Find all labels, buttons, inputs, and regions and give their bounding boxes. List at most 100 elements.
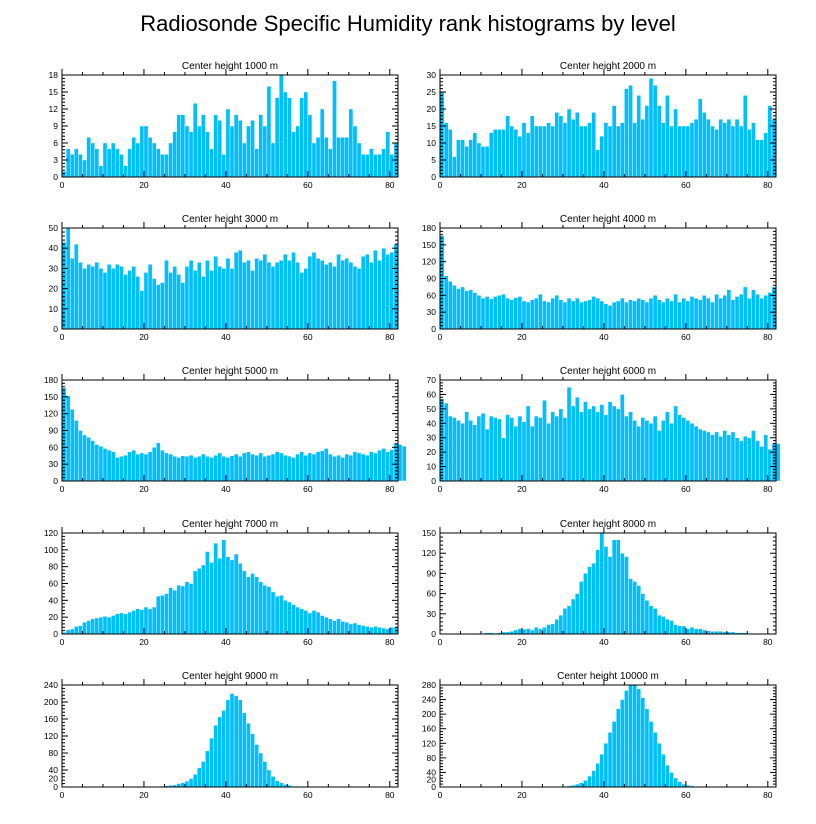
bars — [151, 693, 309, 788]
bar — [299, 97, 304, 178]
bar — [299, 451, 304, 482]
bar — [644, 301, 650, 330]
bar — [217, 120, 223, 178]
bar — [127, 148, 132, 178]
bar — [636, 585, 641, 635]
bars — [61, 539, 399, 635]
bar — [697, 299, 703, 330]
bar — [751, 289, 756, 330]
bar — [188, 454, 194, 482]
bar — [456, 288, 461, 330]
bar — [205, 456, 210, 482]
bar — [319, 260, 325, 330]
bar — [603, 546, 609, 635]
bar — [603, 303, 609, 330]
bar — [652, 732, 658, 788]
bar — [246, 723, 251, 788]
y-tick-label: 30 — [49, 459, 59, 469]
x-tick-label: 80 — [385, 332, 395, 342]
bar — [546, 624, 551, 635]
bar — [521, 629, 527, 635]
bar — [221, 456, 227, 482]
x-tick-label: 0 — [438, 637, 443, 647]
ticks: 0 20 40 60 80 0 10 20 30 40 50 60 70 — [427, 374, 776, 494]
y-tick-label: 20 — [49, 612, 59, 622]
bar — [246, 260, 251, 330]
bar — [180, 585, 186, 635]
bar — [373, 626, 378, 635]
bar — [722, 122, 728, 178]
bar — [102, 616, 108, 635]
y-tick-label: 12 — [49, 104, 59, 114]
bar — [468, 420, 473, 482]
bar — [369, 627, 374, 635]
bar — [673, 405, 678, 482]
x-tick-label: 20 — [139, 180, 149, 190]
bar — [620, 297, 625, 330]
panel-title: Center height 10000 m — [557, 671, 659, 682]
bar — [484, 296, 490, 330]
panel-5: Center height 5000 m 0 20 40 60 80 0 30 60 90 120 1… — [44, 366, 407, 494]
bar — [529, 299, 535, 330]
bar — [106, 148, 112, 178]
bar — [393, 442, 399, 482]
bar — [759, 297, 764, 330]
bar — [360, 625, 366, 635]
bar — [448, 415, 453, 482]
x-tick-label: 80 — [763, 637, 773, 647]
bar — [86, 137, 91, 178]
bar — [119, 612, 124, 635]
bar — [61, 387, 67, 482]
bar — [607, 401, 613, 482]
panel-title: Center height 8000 m — [560, 519, 656, 530]
bar — [221, 268, 227, 330]
bar — [562, 608, 568, 635]
bar — [575, 112, 580, 178]
y-tick-label: 0 — [431, 172, 436, 182]
bar — [123, 274, 128, 330]
bar — [747, 437, 752, 482]
y-tick-label: 10 — [427, 138, 437, 148]
ticks: 0 20 40 60 80 0 20 40 60 80 100 120 — [44, 527, 398, 647]
bar — [156, 442, 161, 482]
bar — [480, 297, 486, 330]
bar — [488, 415, 494, 482]
bar — [295, 125, 300, 178]
bar — [579, 301, 584, 330]
bar — [542, 300, 547, 330]
bar — [209, 270, 214, 330]
bar — [217, 558, 223, 635]
bar — [262, 456, 268, 482]
bar — [591, 770, 596, 788]
bar — [278, 782, 284, 788]
bar — [439, 235, 445, 330]
x-tick-label: 0 — [60, 790, 65, 800]
bar — [673, 294, 678, 330]
y-tick-label: 120 — [422, 257, 436, 267]
bar — [307, 612, 313, 635]
bar — [648, 78, 654, 178]
bar — [250, 733, 255, 788]
bar — [324, 616, 329, 635]
bar — [616, 408, 621, 482]
bar — [497, 418, 502, 482]
bar — [328, 453, 333, 482]
bar — [566, 387, 572, 482]
panel-10: Center height 10000 m0 20 40 60 800204080120… — [422, 671, 777, 800]
figure-title: Radiosonde Specific Humidity rank histog… — [140, 11, 676, 36]
bar — [558, 614, 564, 635]
bar — [115, 148, 120, 178]
y-tick-label: 240 — [422, 695, 436, 705]
bar — [628, 411, 633, 482]
bar — [274, 97, 280, 178]
bar — [452, 156, 457, 178]
bar — [439, 398, 445, 482]
x-tick-label: 0 — [60, 637, 65, 647]
y-tick-label: 30 — [427, 307, 437, 317]
panel-6: Center height 6000 m 0 20 40 60 80 0 10 20 30 40 50… — [427, 366, 781, 494]
bar — [225, 258, 231, 330]
bar — [69, 154, 75, 178]
bar — [217, 716, 223, 788]
bar — [677, 414, 682, 482]
